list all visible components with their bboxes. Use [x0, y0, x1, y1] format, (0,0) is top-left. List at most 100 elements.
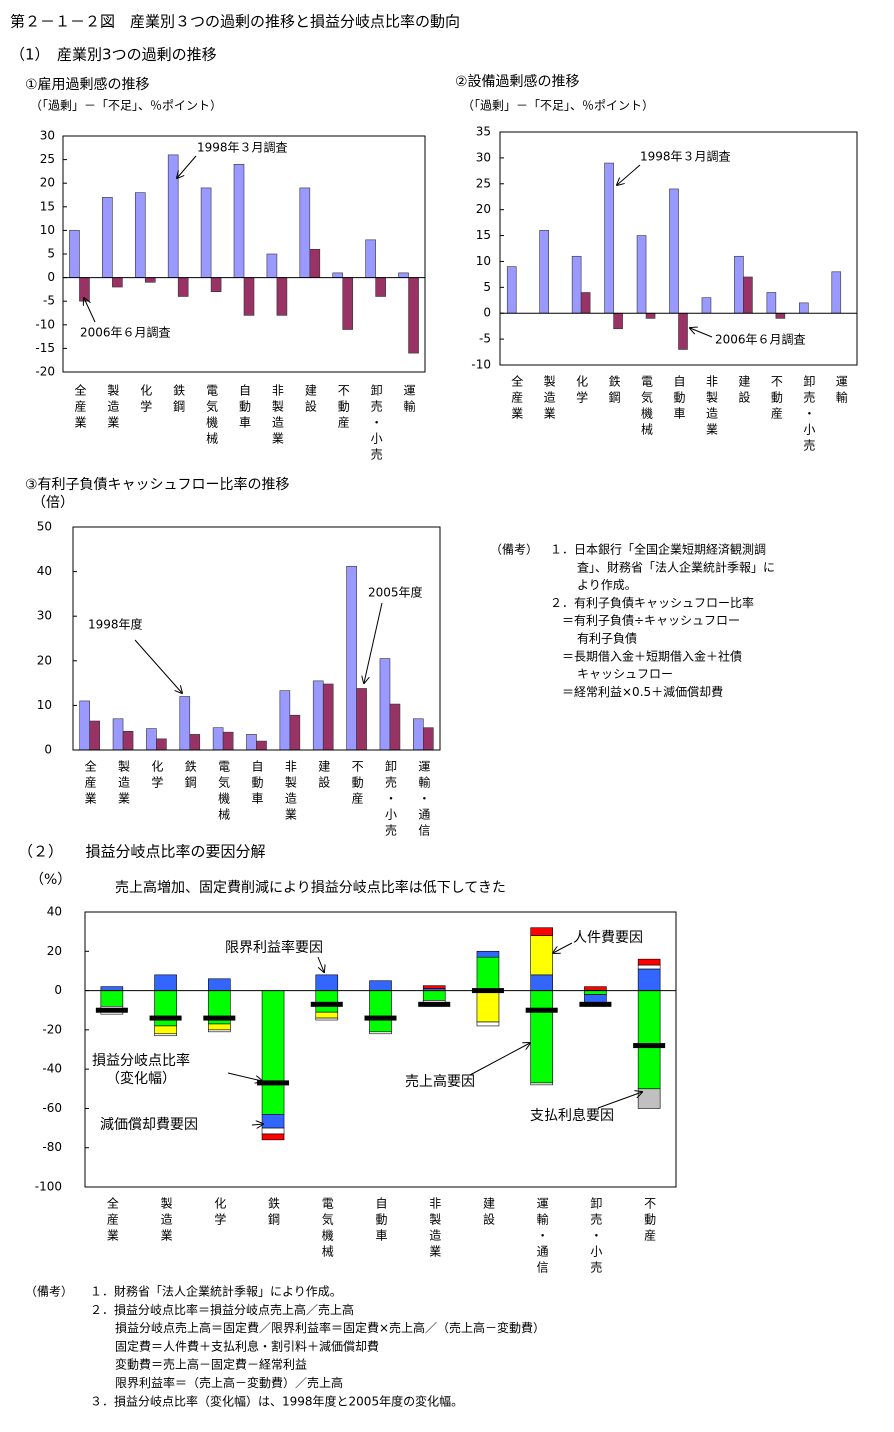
y-tick-label: -60 [42, 1101, 62, 1115]
annotation: 人件費要因 [573, 930, 643, 946]
bar-segment [476, 956, 500, 991]
bar [79, 277, 90, 302]
bar [79, 700, 90, 751]
bar-segment [530, 927, 553, 936]
figure-title: 第２－１－２図 産業別３つの過剰の推移と損益分岐点比率の動向 [10, 13, 460, 31]
x-tick-label: 電気機械 [320, 1197, 334, 1261]
bar [156, 738, 167, 751]
x-tick-label: 全産業 [83, 759, 97, 808]
bar [379, 658, 391, 751]
chart-title: ③有利子負債キャッシュフロー比率の推移 [25, 476, 290, 493]
y-tick-label: 30 [40, 129, 55, 143]
bar-segment [100, 986, 124, 991]
bar [678, 312, 688, 350]
annotation: 支払利息要因 [530, 1107, 614, 1124]
bar [102, 197, 113, 278]
break-even-marker [149, 1015, 182, 1021]
x-tick-label: 自動車 [672, 375, 686, 423]
bar-segment [369, 990, 392, 1033]
bar [200, 187, 212, 278]
x-tick-label: 建設 [303, 384, 317, 416]
annotation-arrow [177, 155, 197, 178]
y-tick-label: -20 [42, 1022, 62, 1036]
x-tick-label: 全産業 [510, 374, 524, 423]
annotation-arrow [469, 1043, 530, 1076]
chart-title: ①雇用過剰感の推移 [25, 76, 150, 93]
annotation-arrow [317, 956, 324, 972]
y-tick-label: 30 [37, 609, 52, 623]
section-title: （1） 産業別3つの過剰の推移 [10, 46, 217, 64]
x-tick-label: 製造業 [117, 760, 131, 808]
bar-segment [476, 1021, 500, 1027]
break-even-marker [525, 1007, 558, 1013]
x-tick-label: 自動車 [238, 384, 252, 432]
x-tick-label: 電気機械 [205, 384, 219, 448]
bar-segment [315, 990, 339, 1013]
x-tick-label: 非製造業 [283, 760, 297, 824]
x-tick-label: 鉄鋼 [607, 374, 621, 407]
annotation: 2006年６月調査 [80, 326, 171, 340]
x-tick-label: 非製造業 [428, 1197, 442, 1261]
y-tick-label: -10 [471, 358, 491, 372]
x-tick-label: 全産業 [73, 383, 87, 432]
bar-segment [422, 990, 446, 1001]
annotation-text: 損益分岐点比率（変化幅） [92, 1053, 190, 1087]
break-even-marker [579, 1001, 612, 1007]
x-tick-label: 鉄鋼 [267, 1196, 281, 1229]
bar [539, 230, 549, 314]
bar-segment [369, 1031, 392, 1035]
x-tick-label: 運輸・通信 [417, 760, 431, 840]
bar-segment [208, 978, 231, 991]
y-tick-label: 0 [47, 270, 55, 284]
x-tick-label: 不動産 [769, 375, 783, 423]
bar [613, 312, 623, 330]
bar-segment [315, 1017, 339, 1021]
annotation-arrow [227, 1072, 262, 1081]
bar [212, 727, 224, 751]
bar [365, 239, 376, 278]
bar [831, 271, 842, 314]
x-tick-label: 鉄鋼 [172, 383, 186, 416]
annotation-arrow [251, 1124, 263, 1125]
bar [276, 277, 288, 316]
bar [332, 272, 344, 278]
note-line: より作成。 [577, 578, 637, 592]
y-tick-label: 20 [47, 944, 62, 958]
annotation: 2005年度 [368, 585, 423, 600]
x-tick-label: 化学 [150, 760, 164, 792]
annotation: 限界利益率要因 [225, 939, 323, 956]
bar [645, 312, 656, 319]
bar [799, 302, 809, 314]
x-tick-label: 製造業 [159, 1197, 173, 1245]
bar-segment [154, 1025, 177, 1035]
y-tick-label: 0 [44, 743, 52, 757]
x-tick-label: 電気機械 [217, 760, 231, 824]
bar [177, 277, 189, 297]
bar [299, 187, 311, 278]
bar-segment [261, 990, 285, 1115]
y-tick-label: 40 [47, 905, 62, 919]
section-title: （２） 損益分岐点比率の要因分解 [18, 843, 266, 861]
x-tick-label: 卸売・小売 [383, 759, 397, 840]
bar [256, 740, 267, 751]
break-even-marker [203, 1015, 236, 1021]
x-tick-label: 卸売・小売 [369, 383, 383, 464]
y-tick-label: -40 [42, 1062, 62, 1076]
bar [604, 162, 614, 314]
note-line: 有利子負債 [577, 631, 637, 646]
y-tick-label: 20 [37, 653, 52, 667]
annotation-arrow [553, 942, 573, 953]
bar [167, 154, 179, 278]
x-tick-label: 建設 [317, 760, 331, 792]
chart-subtitle: （「過剰」－「不足」、％ポイント） [30, 99, 222, 113]
annotation: 1998年度 [88, 617, 143, 632]
bar [69, 230, 80, 278]
break-even-marker [418, 1001, 451, 1007]
bar-segment [100, 990, 124, 1007]
note-heading: （備考） [490, 542, 538, 557]
chart-title: ②設備過剰感の推移 [455, 73, 580, 90]
bar-segment [476, 990, 500, 1023]
bar [266, 253, 278, 278]
bar [112, 277, 123, 288]
